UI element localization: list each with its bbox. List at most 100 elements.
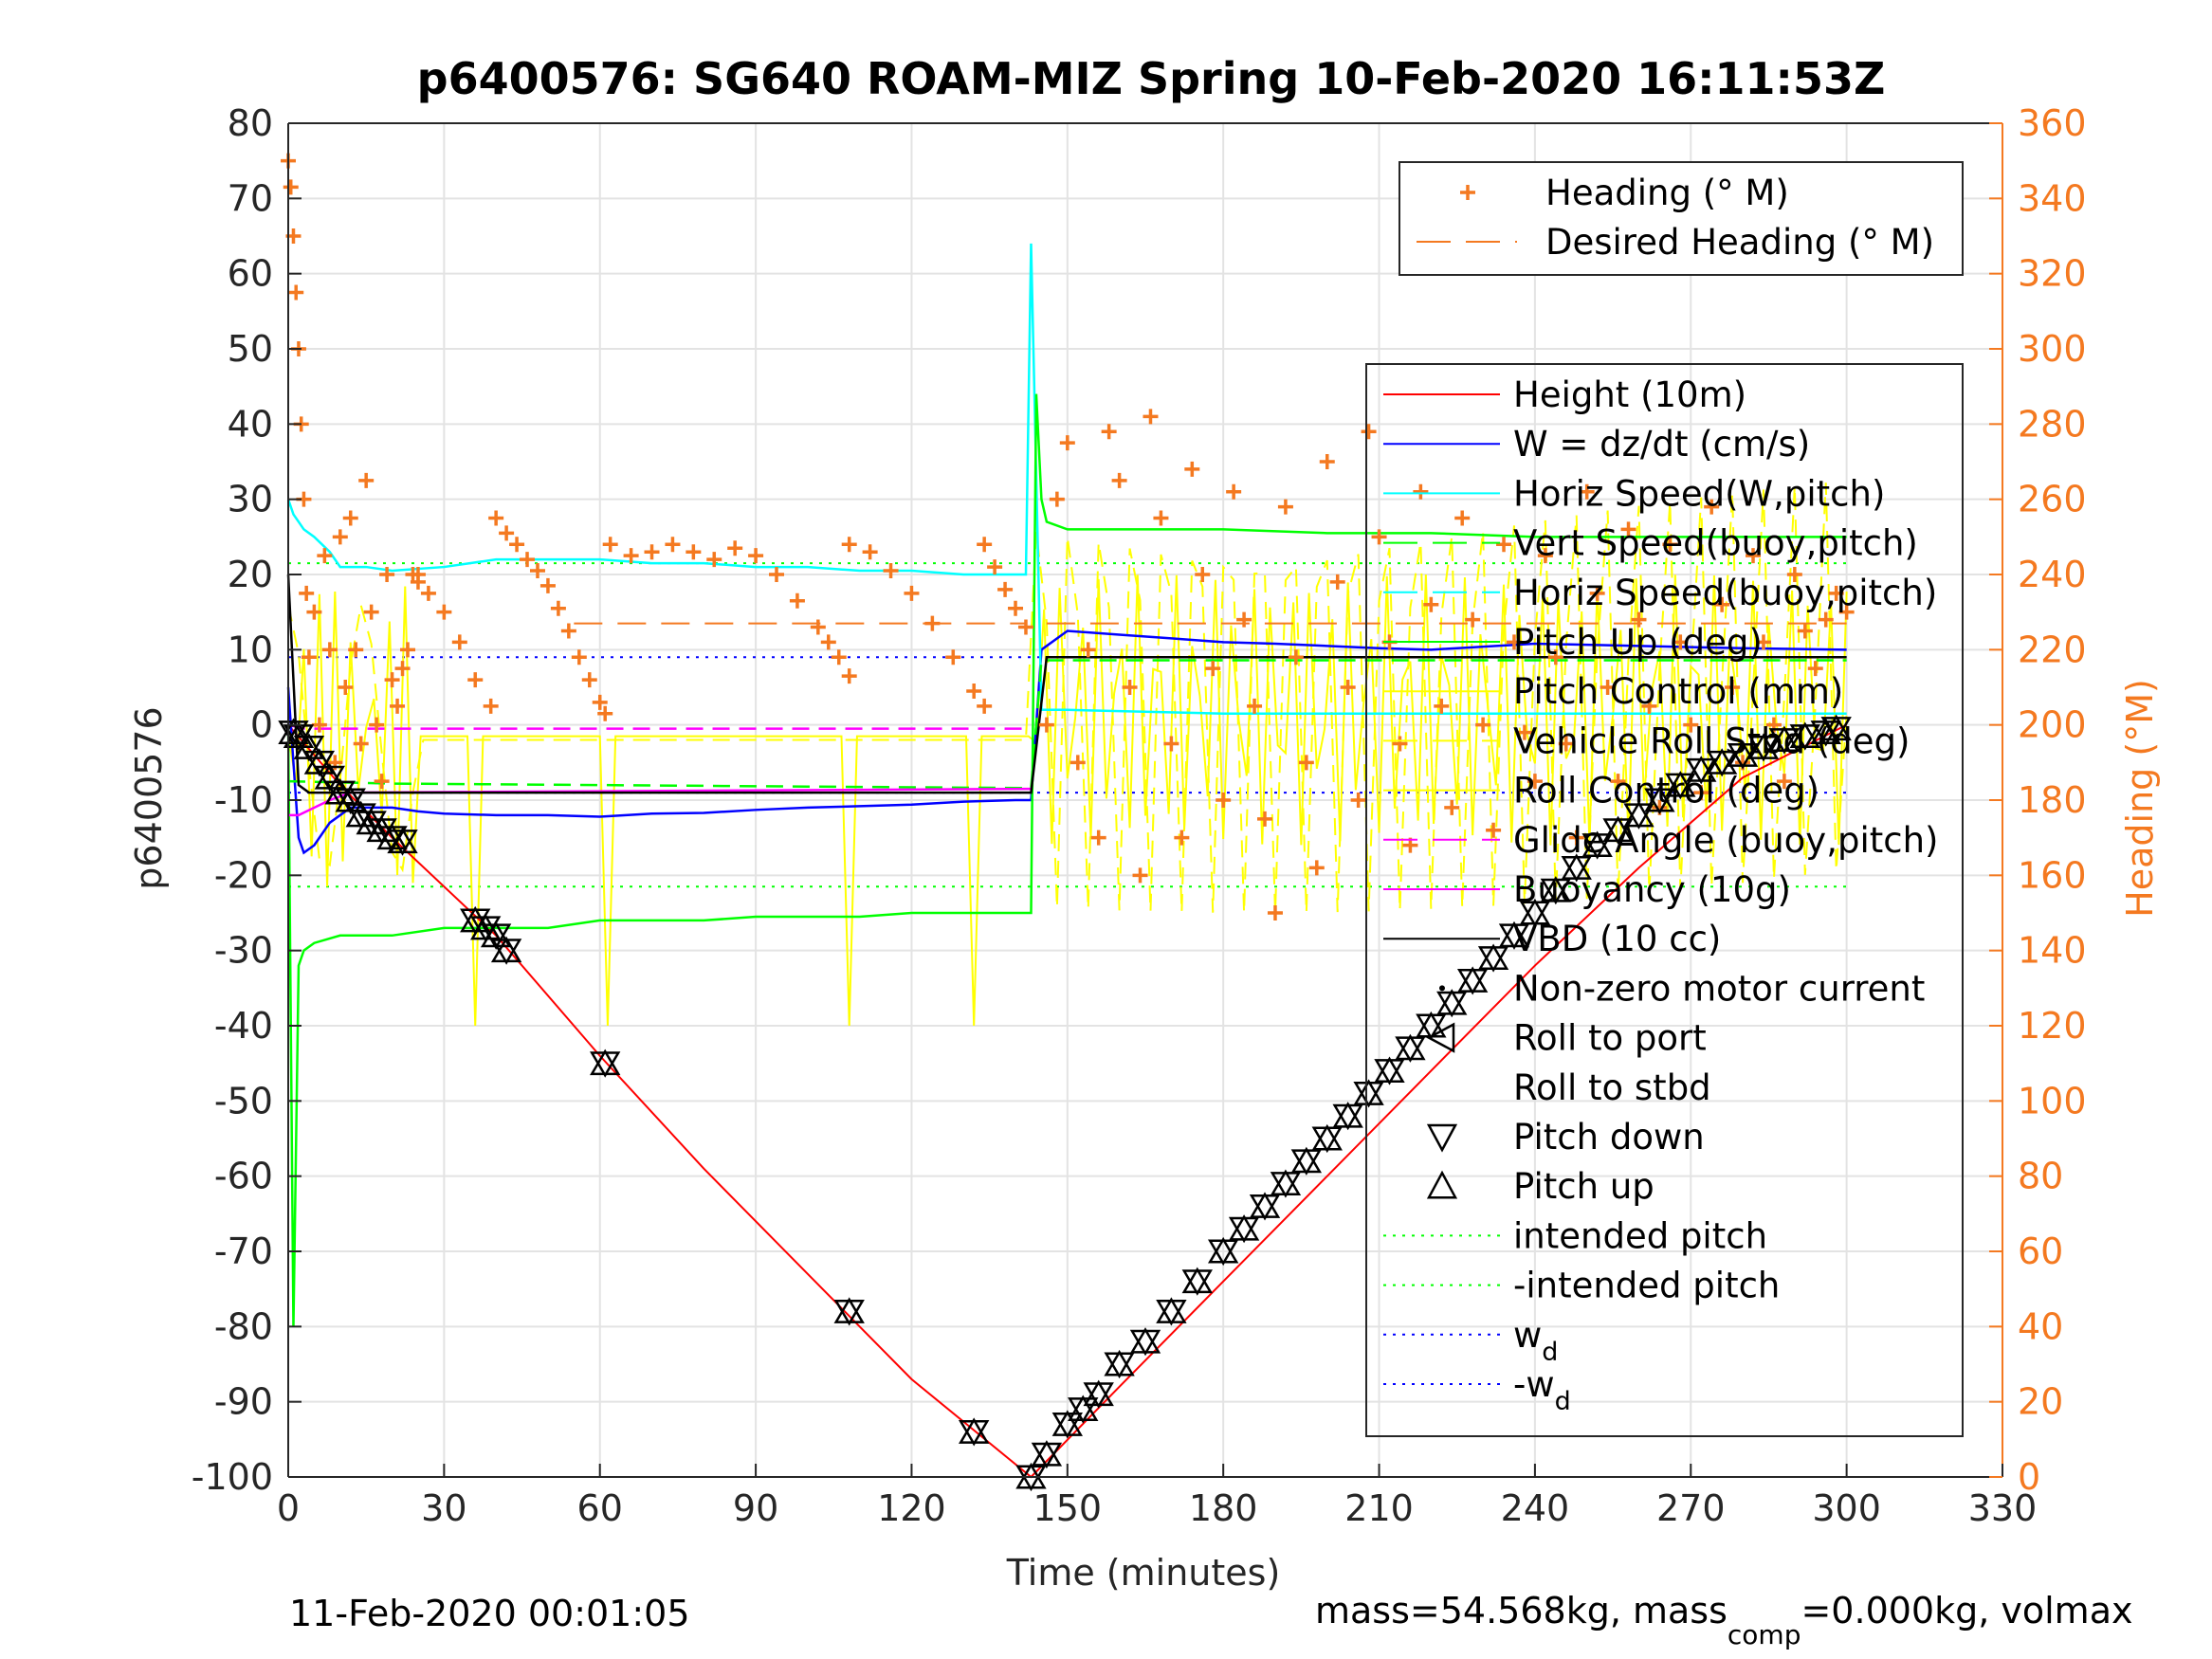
legend-main-box (1365, 363, 1964, 1437)
legend-label: Pitch down (1513, 1117, 1705, 1158)
heading-point (1361, 424, 1377, 440)
heading-point (1444, 799, 1460, 815)
pitch-up-marker (1290, 1146, 1323, 1174)
y-tick-label-left: -10 (214, 779, 273, 821)
heading-point (1319, 454, 1335, 469)
y-tick-label-right: 300 (2018, 328, 2087, 370)
y-tick-label-right: 180 (2018, 779, 2087, 821)
heading-point (1673, 634, 1689, 650)
heading-point (883, 563, 899, 579)
heading-point (997, 581, 1014, 597)
heading-point (1818, 611, 1834, 628)
legend-label: Roll Control (deg) (1513, 771, 1819, 811)
heading-point (348, 642, 364, 658)
pitch-up-marker (1602, 815, 1634, 843)
heading-point (1122, 680, 1138, 695)
pitch-up-marker (1083, 1379, 1114, 1407)
y-tick-label-right: 0 (2018, 1456, 2040, 1498)
x-tick-label: 300 (1812, 1487, 1881, 1529)
y-tick-label-right: 200 (2018, 704, 2087, 746)
footer-mass-prefix: mass=54.568kg, mass (1315, 1590, 1728, 1632)
heading-point (1746, 548, 1762, 564)
heading-point (390, 698, 406, 714)
y-tick-label-left: 20 (228, 554, 273, 595)
heading-point (301, 649, 317, 665)
heading-point (1506, 634, 1522, 650)
y-tick-label-right: 260 (2018, 479, 2087, 520)
heading-point (353, 736, 369, 752)
heading-point (1423, 596, 1439, 612)
pitch-up-marker (1747, 733, 1780, 759)
heading-point (1371, 529, 1387, 545)
heading-point (1049, 491, 1065, 507)
heading-point (1340, 680, 1356, 695)
x-tick-label: 30 (421, 1487, 466, 1529)
pitch-up-marker (1311, 1123, 1343, 1151)
heading-point (904, 585, 920, 601)
y-axis-label-left: p6400576 (128, 706, 170, 889)
legend-label: Horiz Speed(buoy,pitch) (1513, 573, 1937, 613)
pitch-up-marker (1228, 1214, 1260, 1241)
heading-point (283, 179, 299, 195)
pitch-up-marker (1068, 1395, 1099, 1422)
y-tick-label-left: 80 (228, 102, 273, 144)
heading-point (488, 510, 504, 526)
heading-point (592, 694, 608, 710)
heading-point (1600, 680, 1616, 695)
heading-point (539, 577, 556, 593)
legend-dot-marker (1439, 985, 1445, 992)
heading-point (369, 717, 385, 733)
heading-point (1786, 567, 1802, 582)
y-tick-label-right: 140 (2018, 930, 2087, 972)
pitch-up-marker (366, 815, 397, 843)
y-tick-label-left: -20 (214, 854, 273, 896)
heading-point (288, 284, 304, 301)
pitch-up-marker (387, 827, 418, 854)
heading-point (1216, 793, 1232, 808)
pitch-up-marker (1332, 1102, 1363, 1128)
x-tick-label: 240 (1501, 1487, 1570, 1529)
heading-point (841, 537, 857, 553)
pitch-up-marker (1498, 921, 1530, 948)
pitch-up-marker (1706, 748, 1738, 775)
footer-mass-sub: comp (1728, 1619, 1801, 1650)
y-tick-label-right: 20 (2018, 1381, 2063, 1423)
pitch-up-marker (590, 1048, 621, 1076)
heading-point (1153, 510, 1169, 526)
pitch-up-marker (1456, 966, 1489, 993)
y-tick-label-right: 40 (2018, 1305, 2063, 1347)
heading-point (420, 585, 436, 601)
heading-point (581, 672, 597, 688)
heading-point (1568, 830, 1584, 846)
legend-label: -intended pitch (1513, 1266, 1780, 1306)
heading-point (1631, 611, 1647, 628)
pitch-up-marker (1395, 1033, 1426, 1061)
footer-mass: mass=54.568kg, masscomp=0.000kg, volmax (1315, 1590, 2132, 1650)
legend-label: Pitch Up (deg) (1513, 622, 1763, 663)
pitch-up-marker (1129, 1327, 1161, 1354)
legend-label: W = dz/dt (cm/s) (1513, 424, 1810, 465)
heading-point (644, 544, 660, 560)
pitch-up-marker (1374, 1056, 1405, 1084)
pitch-up-marker (1181, 1267, 1213, 1294)
y-tick-label-left: 10 (228, 629, 273, 670)
x-tick-label: 120 (877, 1487, 946, 1529)
heading-point (1111, 472, 1127, 488)
heading-point (1277, 499, 1293, 515)
y-tick-label-right: 320 (2018, 253, 2087, 295)
pitch-up-marker (1104, 1349, 1135, 1376)
legend-label: Roll to stbd (1513, 1067, 1711, 1108)
heading-point (1236, 611, 1252, 628)
heading-point (1454, 510, 1471, 526)
heading-point (1090, 830, 1106, 846)
pitch-up-marker (1623, 800, 1654, 828)
heading-point (686, 544, 702, 560)
heading-point (436, 604, 452, 620)
heading-point (306, 604, 322, 620)
axes: 0 30 60 90 120 150 180 210 240 270 300 330807060504… (192, 102, 2087, 1529)
heading-point (529, 563, 545, 579)
pitch-up-marker (1353, 1079, 1384, 1105)
heading-point (1174, 830, 1190, 846)
heading-point (1163, 736, 1179, 752)
